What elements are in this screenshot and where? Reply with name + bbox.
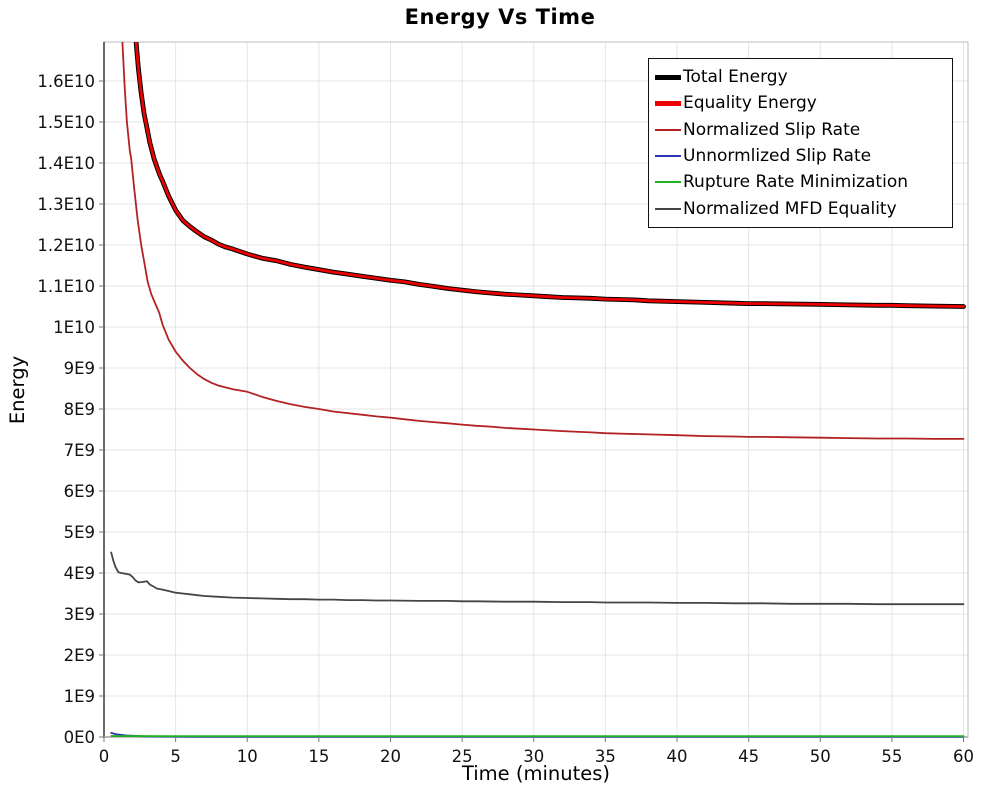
y-tick-label-6E9: 6E9: [64, 482, 95, 501]
legend-item-total-energy: Total Energy: [655, 64, 948, 90]
y-tick-label-1.3E10: 1.3E10: [37, 195, 95, 214]
legend: Total Energy Equality Energy Normalized Sl…: [648, 58, 953, 228]
series-line-normalized-slip-rate: [121, 42, 965, 440]
x-tick-label-40: 40: [667, 747, 688, 766]
legend-item-equality-energy: Equality Energy: [655, 90, 948, 116]
legend-label: Rupture Rate Minimization: [683, 172, 908, 193]
legend-label: Normalized Slip Rate: [683, 119, 861, 140]
y-axis-title: Energy: [6, 355, 29, 425]
x-axis-title: Time (minutes): [461, 762, 611, 785]
legend-item-normalized-slip-rate: Normalized Slip Rate: [655, 117, 948, 143]
series-line-equality-energy: [134, 42, 965, 308]
x-tick-label-60: 60: [953, 747, 974, 766]
x-tick-label-5: 5: [170, 747, 181, 766]
y-tick-label-1.1E10: 1.1E10: [37, 277, 95, 296]
x-tick-label-35: 35: [595, 747, 616, 766]
y-tick-label-2E9: 2E9: [64, 646, 95, 665]
series-group: [110, 42, 966, 738]
legend-swatch-unnormlized-slip-rate: [655, 155, 681, 158]
legend-item-normalized-mfd-equality: Normalized MFD Equality: [655, 195, 948, 221]
y-tick-label-5E9: 5E9: [64, 523, 95, 542]
y-tick-label-1E10: 1E10: [53, 318, 95, 337]
y-tick-label-4E9: 4E9: [64, 564, 95, 583]
legend-swatch-equality-energy: [655, 100, 681, 106]
legend-swatch-total-energy: [655, 74, 681, 80]
legend-swatch-rupture-rate-minimization: [655, 181, 681, 184]
legend-swatch-normalized-slip-rate: [655, 128, 681, 131]
y-tick-label-1.6E10: 1.6E10: [37, 72, 95, 91]
x-tick-label-15: 15: [308, 747, 329, 766]
y-tick-label-0E0: 0E0: [64, 728, 95, 747]
x-tick-label-30: 30: [523, 747, 544, 766]
legend-label: Equality Energy: [683, 93, 817, 114]
series-line-normalized-mfd-equality: [110, 551, 965, 606]
y-tick-label-1.2E10: 1.2E10: [37, 236, 95, 255]
legend-label: Unnormlized Slip Rate: [683, 146, 872, 167]
x-tick-label-25: 25: [452, 747, 473, 766]
legend-swatch-normalized-mfd-equality: [655, 207, 681, 210]
legend-label: Normalized MFD Equality: [683, 198, 897, 219]
ticks: 0 5 10 15 20 25 30 35 40 45 50 55 60 0E0 1E9 2E9 3E9 4E9 5…: [37, 72, 974, 766]
x-tick-label-0: 0: [99, 747, 110, 766]
y-axis-title-wrap: Energy: [6, 290, 32, 490]
y-tick-label-1.5E10: 1.5E10: [37, 113, 95, 132]
x-tick-label-50: 50: [810, 747, 831, 766]
y-tick-label-1E9: 1E9: [64, 687, 95, 706]
legend-item-unnormlized-slip-rate: Unnormlized Slip Rate: [655, 143, 948, 169]
legend-label: Total Energy: [683, 67, 788, 88]
y-tick-label-8E9: 8E9: [64, 400, 95, 419]
y-tick-label-9E9: 9E9: [64, 359, 95, 378]
legend-item-rupture-rate-minimization: Rupture Rate Minimization: [655, 169, 948, 195]
x-tick-label-45: 45: [738, 747, 759, 766]
y-tick-label-1.4E10: 1.4E10: [37, 154, 95, 173]
x-tick-label-55: 55: [881, 747, 902, 766]
x-tick-label-10: 10: [237, 747, 258, 766]
y-tick-label-7E9: 7E9: [64, 441, 95, 460]
chart-title: Energy Vs Time: [404, 5, 596, 29]
x-tick-label-20: 20: [380, 747, 401, 766]
y-tick-label-3E9: 3E9: [64, 605, 95, 624]
